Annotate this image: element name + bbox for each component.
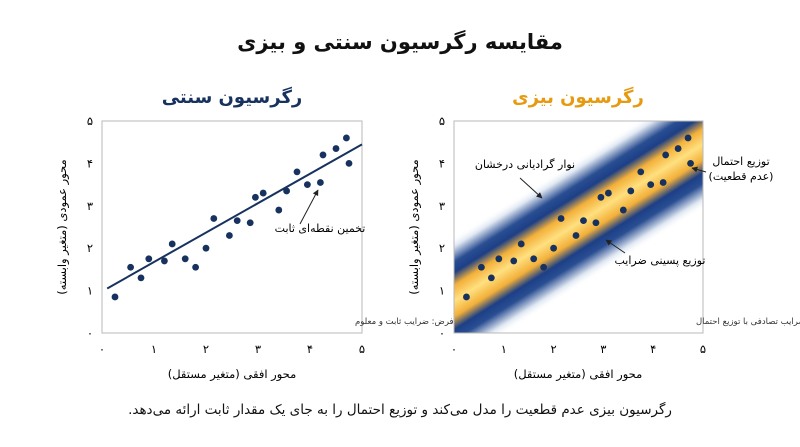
data-point-traditional	[293, 168, 301, 176]
data-point-traditional	[259, 189, 267, 197]
y-tick-label-traditional: ۴	[87, 156, 93, 170]
x-tick-label-traditional: ۳	[255, 342, 261, 356]
annotation-uncertainty: (عدم قطعیت)	[709, 170, 774, 183]
data-point-bayesian	[557, 215, 565, 222]
data-point-bayesian	[647, 181, 655, 189]
annotation-gradient-band: نوار گرادیانی درخشان	[475, 158, 575, 171]
chart-title-traditional: رگرسیون سنتی	[162, 86, 303, 108]
data-point-bayesian	[580, 217, 587, 225]
data-point-traditional	[252, 193, 259, 201]
y-tick-label-traditional: ۲	[87, 241, 93, 255]
x-tick-label-traditional: ۰	[99, 342, 105, 356]
data-point-bayesian	[510, 257, 518, 265]
y-tick-label-traditional: ۱	[87, 284, 93, 298]
uncertainty-band	[454, 121, 703, 333]
chart-bayesian: رگرسیون بیزی ۰ ۱ ۲ ۳ ۴ ۵ ۰ ۱ ۲ ۳ ۴ ۵ محور عمودی (مت…	[407, 86, 800, 382]
data-point-traditional	[145, 255, 153, 263]
data-point-traditional	[161, 257, 168, 265]
note-traditional: فرض: ضرایب ثابت و معلوم	[355, 317, 454, 327]
data-point-bayesian	[684, 134, 692, 142]
y-tick-label-traditional: ۰	[87, 326, 93, 340]
note-bayesian: فرض: ضرایب تصادفی با توزیع احتمال	[696, 317, 800, 327]
annotation-arrow-posterior	[605, 239, 626, 254]
data-point-bayesian	[597, 193, 605, 201]
data-point-bayesian	[662, 151, 670, 159]
data-point-bayesian	[674, 145, 682, 152]
y-tick-label-bayesian: ۲	[439, 241, 445, 255]
chart-title-bayesian: رگرسیون بیزی	[512, 86, 644, 108]
data-point-traditional	[332, 145, 340, 152]
y-tick-label-bayesian: ۳	[439, 199, 445, 213]
x-axis-label-bayesian: محور افقی (متغیر مستقل)	[514, 367, 643, 382]
data-point-traditional	[137, 274, 145, 282]
data-point-traditional	[111, 293, 119, 301]
x-tick-label-traditional: ۱	[151, 342, 157, 356]
y-axis-label-traditional: محور عمودی (متغیر وابسته)	[55, 159, 70, 294]
y-tick-label-bayesian: ۱	[439, 284, 445, 298]
y-tick-label-bayesian: ۰	[439, 326, 445, 340]
annotation-arrow-probability	[691, 166, 707, 173]
x-tick-label-traditional: ۲	[203, 342, 209, 356]
data-point-traditional	[181, 255, 189, 263]
data-point-bayesian	[487, 274, 495, 282]
data-point-traditional	[233, 217, 241, 225]
annotation-point-estimate: تخمین نقطه‌ای ثابت	[275, 222, 366, 235]
data-point-traditional	[304, 181, 311, 189]
fit-line	[106, 143, 363, 290]
data-point-bayesian	[659, 179, 667, 186]
x-tick-label-bayesian: ۴	[650, 342, 656, 356]
page-title: مقایسه رگرسیون سنتی و بیزی	[237, 30, 563, 54]
data-point-bayesian	[572, 232, 580, 239]
y-tick-label-traditional: ۳	[87, 199, 93, 213]
data-point-bayesian	[627, 187, 635, 195]
annotation-probability-distribution: توزیع احتمال	[712, 155, 769, 168]
data-point-bayesian	[540, 263, 548, 271]
y-axis-label-bayesian: محور عمودی (متغیر وابسته)	[407, 159, 422, 294]
x-tick-label-traditional: ۴	[307, 342, 313, 356]
x-tick-label-bayesian: ۰	[451, 342, 457, 356]
data-point-traditional	[317, 179, 324, 186]
data-point-bayesian	[550, 244, 557, 252]
data-point-traditional	[345, 160, 353, 167]
x-tick-label-bayesian: ۲	[551, 342, 557, 356]
data-point-traditional	[275, 206, 283, 214]
data-point-bayesian	[604, 189, 612, 197]
data-point-traditional	[246, 219, 254, 227]
plot-frame-traditional	[101, 120, 363, 334]
x-tick-label-bayesian: ۳	[600, 342, 606, 356]
x-tick-label-bayesian: ۱	[501, 342, 507, 356]
annotation-arrow-point-estimate	[299, 189, 319, 225]
data-point-bayesian	[687, 160, 694, 167]
chart-traditional: رگرسیون سنتی ۰ ۱ ۲ ۳ ۴ ۵ ۰ ۱ ۲ ۳ ۴ ۵ محور عمودی (مت…	[55, 86, 454, 382]
plot-frame-bayesian	[453, 120, 704, 334]
data-point-bayesian	[477, 263, 485, 271]
data-point-traditional	[210, 215, 218, 222]
data-point-traditional	[319, 151, 327, 159]
data-point-bayesian	[619, 206, 627, 214]
data-point-bayesian	[463, 293, 470, 301]
data-point-bayesian	[637, 168, 645, 176]
data-point-bayesian	[530, 255, 538, 263]
data-point-traditional	[343, 134, 350, 142]
x-axis-label-traditional: محور افقی (متغیر مستقل)	[168, 367, 297, 382]
caption: رگرسیون بیزی عدم قطعیت را مدل می‌کند و ت…	[128, 402, 672, 418]
data-point-traditional	[202, 244, 210, 252]
data-point-bayesian	[517, 240, 525, 248]
data-point-traditional	[226, 232, 233, 239]
y-tick-label-traditional: ۵	[87, 114, 93, 128]
data-point-bayesian	[592, 219, 600, 227]
data-point-bayesian	[495, 255, 503, 263]
y-tick-label-bayesian: ۵	[439, 114, 445, 128]
annotation-posterior-coefficients: توزیع پسینی ضرایب	[615, 254, 706, 267]
annotation-arrow-gradient-band	[519, 177, 543, 199]
data-point-traditional	[127, 263, 134, 271]
data-point-traditional	[283, 187, 290, 195]
x-tick-label-bayesian: ۵	[700, 342, 706, 356]
y-tick-label-bayesian: ۴	[439, 156, 445, 170]
x-tick-label-traditional: ۵	[359, 342, 365, 356]
data-point-traditional	[168, 240, 176, 248]
data-point-traditional	[192, 263, 200, 271]
